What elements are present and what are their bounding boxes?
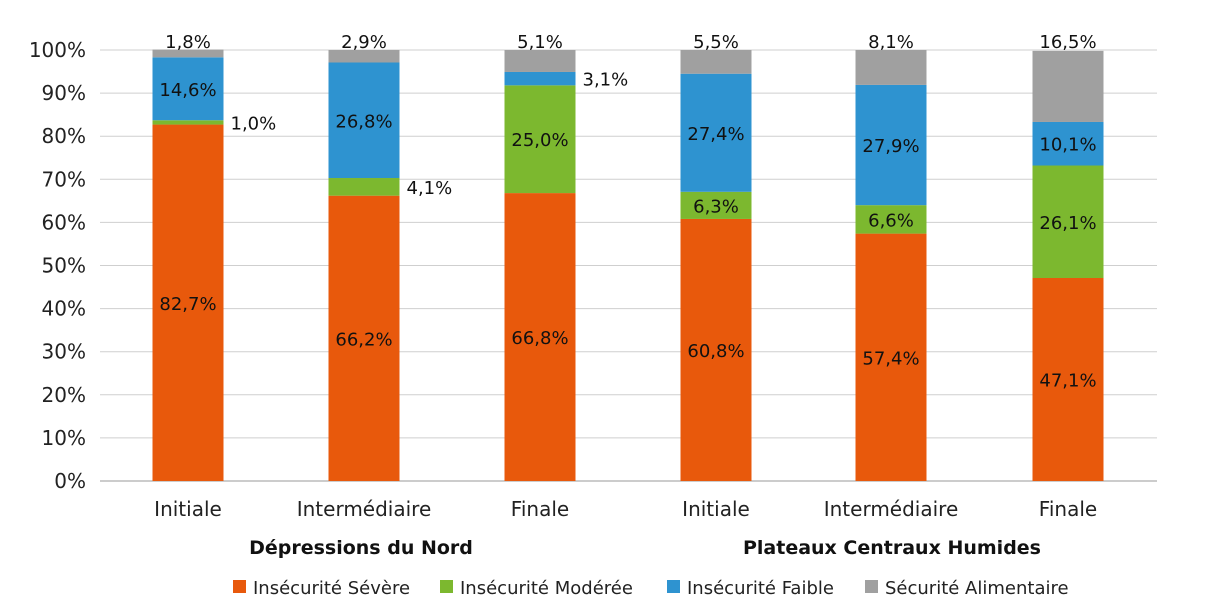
data-label: 82,7% [159,294,216,315]
data-label: 60,8% [687,341,744,362]
data-label: 14,6% [159,80,216,101]
bar-segment [152,120,224,125]
data-label: 6,6% [868,210,914,231]
bar-segment [504,71,576,86]
bar-segment [1032,277,1104,481]
legend-label: Insécurité Modérée [460,578,633,599]
data-labels: 82,7% 1,0% 14,6% 1,8% 66,2% 4,1% 26,8% 2,9% 66,8… [159,32,1096,391]
legend-label: Insécurité Sévère [253,578,410,599]
y-tick-label: 30% [42,340,86,364]
legend-swatch [233,580,246,593]
data-label: 16,5% [1039,32,1096,53]
y-tick-label: 0% [54,469,86,493]
group-label: Plateaux Centraux Humides [743,537,1041,559]
bar-segment [680,73,752,192]
bar-segment [504,85,576,194]
bar-segment [328,50,400,63]
category-label: Initiale [682,497,750,521]
data-label: 25,0% [511,130,568,151]
group-label: Dépressions du Nord [249,537,473,559]
data-label: 8,1% [868,32,914,53]
data-label: 27,9% [862,136,919,157]
y-tick-label: 10% [42,426,86,450]
bar-segment [855,233,927,481]
gridlines [100,49,1157,482]
y-axis: 0% 10% 20% 30% 40% 50% 60% 70% 80% 90% 100% [29,38,86,493]
legend-swatch [667,580,680,593]
bar-segment [680,50,752,74]
legend: Insécurité Sévère Insécurité Modérée Inséc… [233,578,1069,599]
legend-label: Sécurité Alimentaire [885,578,1069,599]
category-label: Finale [511,497,569,521]
data-label: 26,8% [335,111,392,132]
data-label: 27,4% [687,124,744,145]
legend-swatch [440,580,453,593]
data-label: 4,1% [407,178,453,199]
data-label: 3,1% [583,70,629,91]
legend-swatch [865,580,878,593]
data-label: 5,1% [517,32,563,53]
bar-segment [1032,50,1104,122]
y-tick-label: 40% [42,297,86,321]
data-label: 66,8% [511,328,568,349]
bar-segment [680,218,752,481]
data-label: 47,1% [1039,370,1096,391]
data-label: 2,9% [341,32,387,53]
bar-segment [504,193,576,482]
data-label: 1,0% [231,113,277,134]
bars [152,49,1104,482]
data-label: 5,5% [693,32,739,53]
data-label: 1,8% [165,32,211,53]
bar-segment [328,178,400,196]
data-label: 26,1% [1039,213,1096,234]
y-tick-label: 60% [42,210,86,234]
bar-segment [855,205,927,234]
y-tick-label: 50% [42,254,86,278]
bar-segment [680,191,752,219]
data-label: 57,4% [862,348,919,369]
bar-segment [152,49,224,58]
data-label: 10,1% [1039,135,1096,156]
bar-segment [855,50,927,85]
bar-segment [328,62,400,179]
y-tick-label: 90% [42,81,86,105]
bar-segment [328,195,400,482]
category-label: Finale [1039,497,1097,521]
data-label: 66,2% [335,329,392,350]
bar-segment [1032,165,1104,278]
data-label: 6,3% [693,196,739,217]
y-tick-label: 100% [29,38,86,62]
bar-segment [152,124,224,482]
bar-segment [152,57,224,121]
category-label: Initiale [154,497,222,521]
y-tick-label: 20% [42,383,86,407]
bar-segment [1032,121,1104,166]
bar-segment [504,50,576,72]
category-label: Intermédiaire [824,497,959,521]
x-axis: Initiale Intermédiaire Finale Initiale Inter… [154,497,1097,559]
legend-label: Insécurité Faible [687,578,834,599]
category-label: Intermédiaire [297,497,432,521]
bar-segment [855,84,927,206]
y-tick-label: 70% [42,167,86,191]
y-tick-label: 80% [42,124,86,148]
